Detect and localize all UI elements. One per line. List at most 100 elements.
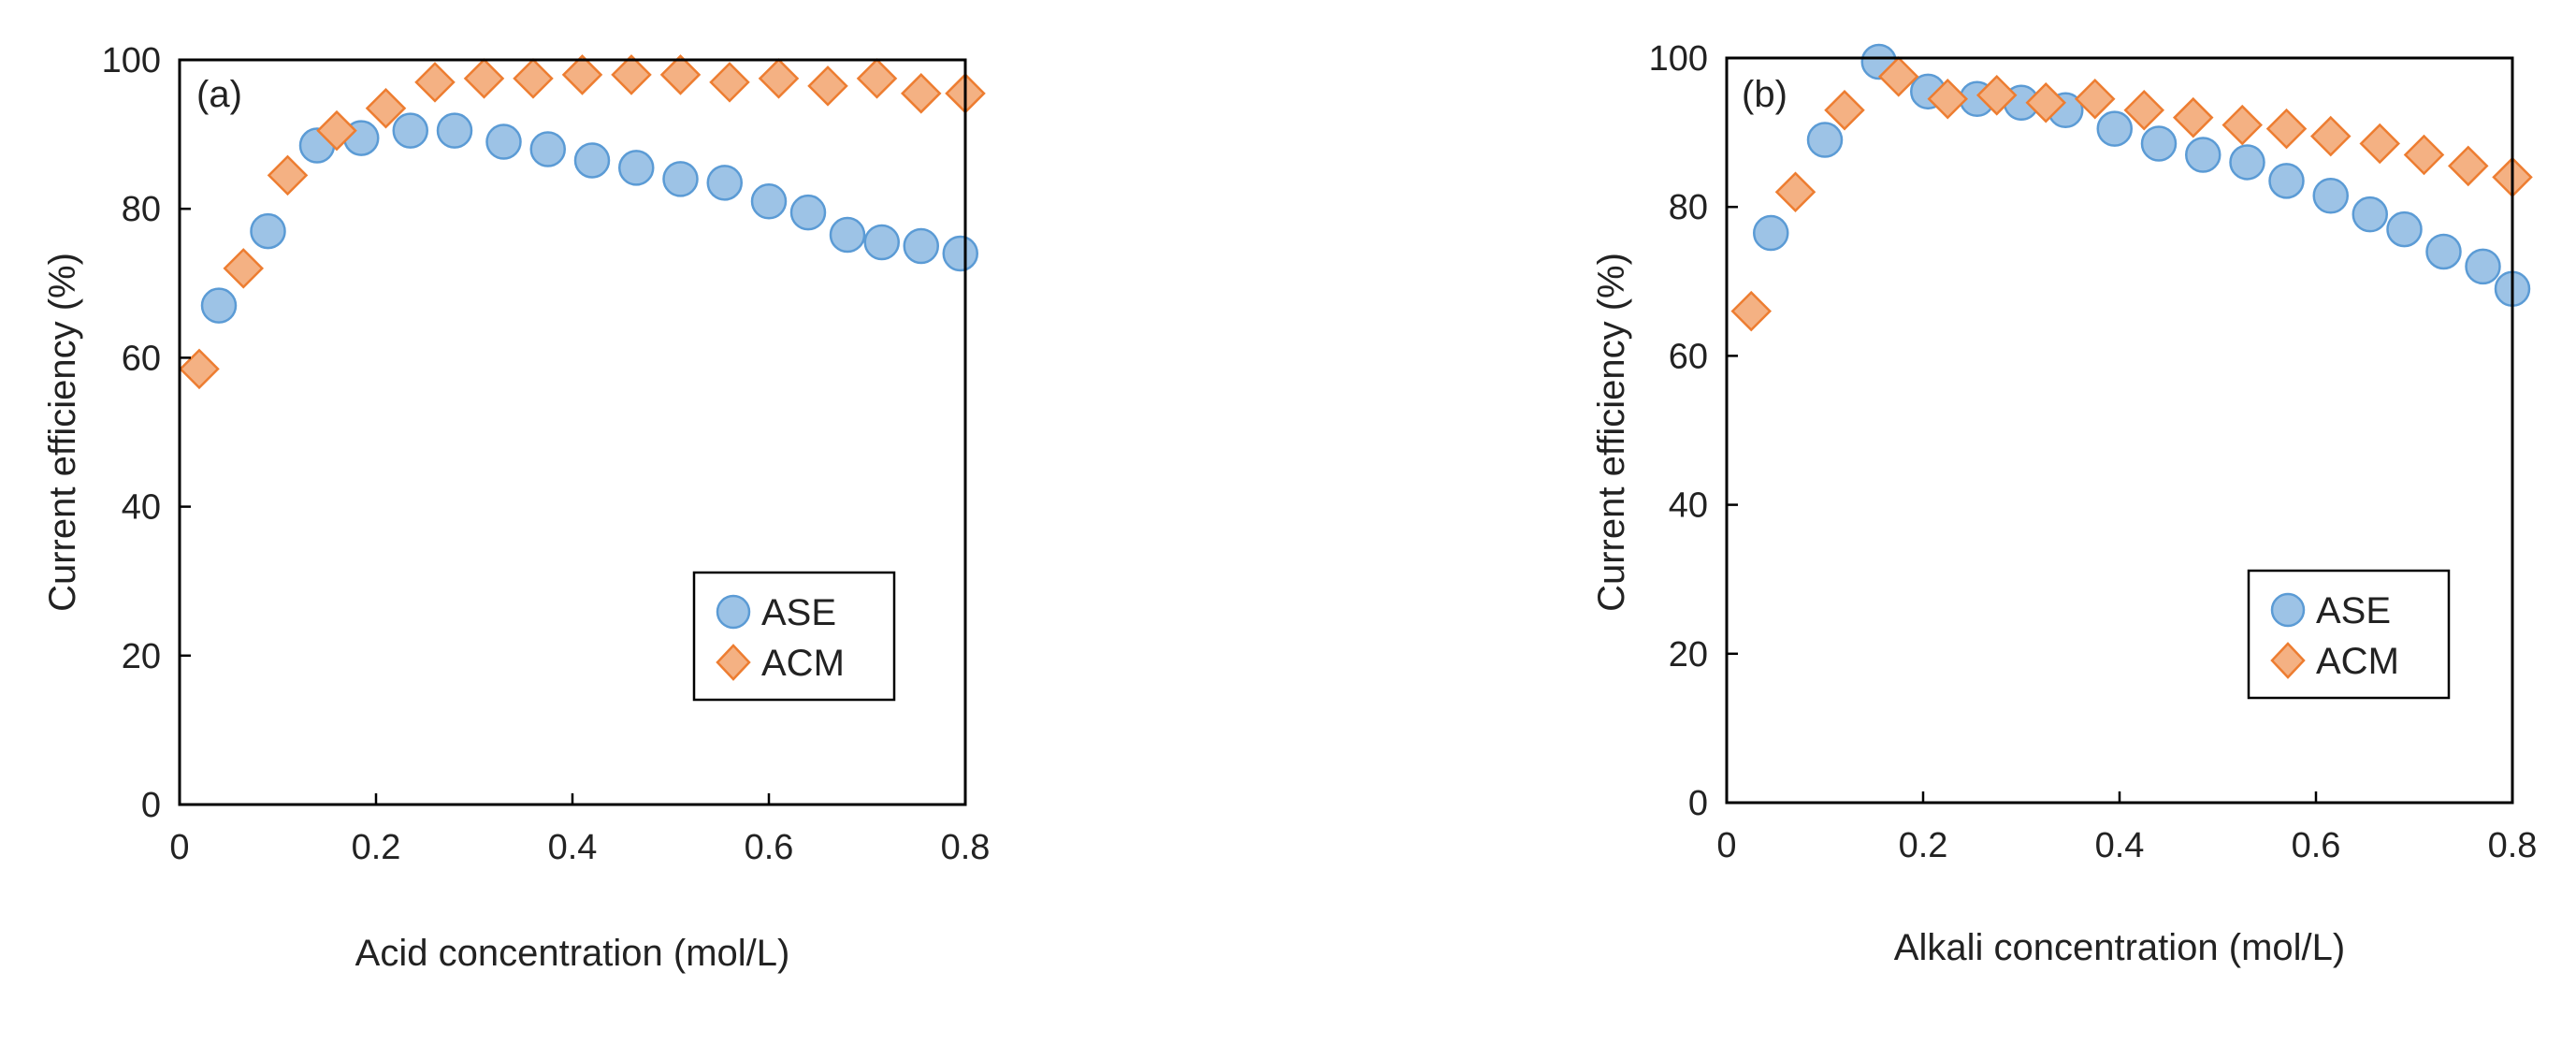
data-points-b [1730,43,2533,332]
legend-a: ASE ACM [692,571,896,702]
data-point-ase-b-7 [2096,110,2133,147]
y-tick-label-a-0: 0 [141,786,161,825]
data-points-a [179,54,986,390]
data-point-acm-b-3 [1877,56,1919,97]
data-point-acm-a-3 [316,109,357,152]
data-point-acm-a-7 [513,58,554,99]
data-point-ase-a-9 [618,150,655,186]
data-point-ase-b-9 [2185,137,2221,173]
data-point-ase-b-13 [2352,196,2388,233]
y-tick-label-a-1: 20 [122,637,161,676]
data-point-acm-b-14 [2403,134,2445,176]
legend-label-acm-a: ACM [761,643,845,684]
y-tick-label-a-5: 100 [102,41,161,80]
x-tick-label-b-4: 0.8 [2488,826,2538,865]
data-point-ase-b-8 [2140,125,2178,162]
legend-b: ASE ACM [2247,569,2451,700]
data-point-acm-b-4 [1927,79,1969,120]
data-point-acm-a-6 [463,58,505,99]
y-tick-label-b-3: 60 [1669,337,1708,376]
legend-marker-acm-a [716,644,751,681]
x-tick-label-b-3: 0.6 [2292,826,2341,865]
data-point-acm-b-11 [2265,108,2308,150]
data-point-ase-b-16 [2465,248,2501,285]
y-tick-label-a-4: 80 [122,190,161,229]
x-tick-label-b-2: 0.4 [2095,826,2145,865]
data-point-ase-b-10 [2229,144,2265,181]
x-tick-label-a-0: 0 [169,828,189,867]
data-point-acm-a-15 [900,73,942,114]
y-axis-label-b: Current efficiency (%) [1591,253,1632,612]
data-point-acm-b-2 [1824,89,1865,131]
legend-box-a [692,571,896,702]
x-tick-label-a-1: 0.2 [352,828,401,867]
x-axis-label-b: Alkali concentration (mol/L) [1894,927,2345,968]
data-point-ase-a-17 [942,235,978,272]
y-tick-label-b-2: 40 [1669,486,1708,526]
y-tick-label-b-5: 100 [1649,39,1708,79]
data-point-acm-a-8 [561,54,603,95]
data-point-ase-a-8 [573,142,611,179]
data-point-acm-b-0 [1730,290,1773,332]
data-point-acm-a-5 [414,62,456,103]
data-point-acm-a-0 [179,348,220,390]
data-point-acm-a-11 [709,62,750,103]
axis-ticks-a: 0 0.2 0.4 0.6 0.8 0 20 40 60 80 100 [102,41,991,867]
data-point-acm-b-7 [2074,79,2116,120]
legend-label-ase-b: ASE [2316,590,2391,631]
data-point-acm-a-2 [267,154,309,196]
data-point-ase-a-15 [863,224,900,261]
data-point-acm-b-6 [2025,81,2067,123]
data-point-acm-a-1 [223,248,265,289]
data-point-ase-a-7 [529,131,566,167]
data-point-ase-b-11 [2268,163,2305,199]
data-point-ase-a-14 [829,216,866,254]
y-tick-label-b-0: 0 [1688,784,1708,823]
legend-box-b [2247,569,2451,700]
x-tick-label-b-1: 0.2 [1899,826,1948,865]
data-point-acm-b-8 [2123,89,2165,131]
data-point-acm-b-1 [1774,171,1816,213]
data-point-ase-a-13 [789,194,827,231]
x-tick-label-a-3: 0.6 [745,828,794,867]
axis-ticks-b: 0 0.2 0.4 0.6 0.8 0 20 40 60 80 100 [1649,39,2538,865]
y-tick-label-a-2: 40 [122,488,161,528]
panel-label-a: (a) [196,74,242,115]
data-point-ase-b-14 [2386,210,2423,248]
data-point-ase-a-0 [200,287,238,324]
y-tick-label-b-1: 20 [1669,635,1708,675]
legend-marker-acm-b [2270,642,2306,679]
data-point-ase-b-15 [2425,233,2462,270]
x-tick-label-a-2: 0.4 [548,828,598,867]
data-point-ase-a-5 [436,112,473,149]
data-point-ase-a-6 [485,123,522,160]
data-point-acm-a-12 [758,58,800,99]
data-point-ase-a-11 [706,165,743,201]
data-point-acm-a-4 [365,87,407,129]
chart-panel-b: 0 0.2 0.4 0.6 0.8 0 20 40 60 80 100 (b) Alkali con… [1591,39,2537,968]
data-point-acm-b-9 [2172,96,2214,138]
data-point-acm-a-10 [659,54,702,95]
data-point-ase-a-1 [250,212,286,250]
legend-marker-ase-b [2270,592,2306,628]
panel-label-b: (b) [1742,74,1787,115]
legend-marker-ase-a [716,594,751,630]
x-tick-label-a-4: 0.8 [941,828,991,867]
data-point-acm-a-9 [611,54,652,95]
y-tick-label-b-4: 80 [1669,188,1708,227]
data-point-acm-b-12 [2309,115,2352,157]
y-tick-label-a-3: 60 [122,339,161,378]
data-point-ase-a-10 [662,161,699,197]
chart-panel-a: 0 0.2 0.4 0.6 0.8 0 20 40 60 80 100 (a) Acid conce… [42,41,990,974]
data-point-acm-b-5 [1975,75,2018,116]
data-point-acm-b-13 [2359,123,2401,165]
y-axis-label-a: Current efficiency (%) [42,253,83,612]
data-point-ase-b-1 [1806,122,1844,158]
data-point-ase-a-4 [392,112,428,149]
data-point-ase-b-0 [1753,214,1789,252]
data-point-ase-a-12 [750,182,788,220]
data-point-acm-b-15 [2447,145,2489,187]
legend-label-ase-a: ASE [761,592,836,633]
data-point-ase-a-16 [903,227,939,265]
